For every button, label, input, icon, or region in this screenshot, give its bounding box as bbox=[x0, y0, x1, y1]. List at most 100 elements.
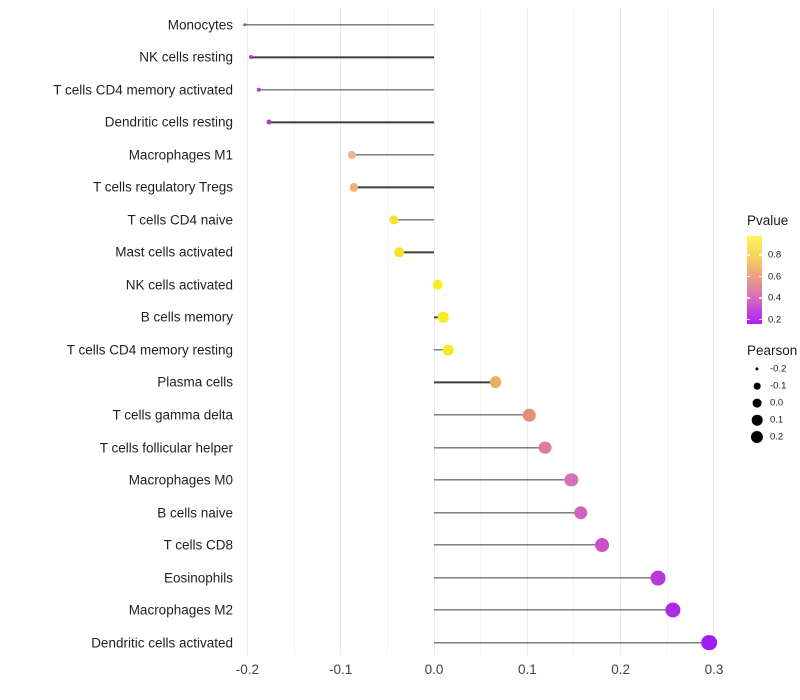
lollipop-dot bbox=[438, 312, 449, 323]
lollipop-dot bbox=[442, 344, 454, 356]
legend-pearson-title: Pearson bbox=[747, 343, 798, 358]
category-label: T cells CD4 naive bbox=[127, 212, 233, 228]
lollipop-stem bbox=[434, 446, 546, 449]
category-label: Eosinophils bbox=[163, 570, 233, 586]
category-label: T cells regulatory Tregs bbox=[92, 179, 233, 195]
lollipop-dot bbox=[389, 215, 399, 225]
pvalue-tick-label: 0.6 bbox=[768, 271, 782, 282]
lollipop-stem bbox=[434, 414, 530, 416]
lollipop-stem bbox=[268, 121, 434, 123]
lollipop-dot bbox=[432, 279, 443, 291]
gridline-minor bbox=[480, 8, 482, 655]
gridline-major bbox=[713, 8, 715, 655]
x-tick-label: 0.3 bbox=[704, 662, 724, 677]
gridline-minor bbox=[666, 8, 668, 655]
category-label: B cells memory bbox=[140, 309, 233, 325]
lollipop-stem bbox=[434, 544, 602, 546]
lollipop-stem bbox=[353, 186, 434, 188]
lollipop-stem bbox=[434, 479, 572, 481]
lollipop-dot bbox=[595, 538, 609, 553]
lollipop-stem bbox=[434, 349, 448, 351]
lollipop-dot bbox=[573, 505, 588, 520]
lollipop-dot bbox=[701, 634, 718, 651]
pearson-legend-label: -0.2 bbox=[770, 363, 787, 375]
x-tick-label: 0.0 bbox=[424, 662, 444, 677]
lollipop-stem bbox=[434, 511, 581, 514]
category-label: Macrophages M2 bbox=[128, 602, 233, 618]
category-label: Plasma cells bbox=[157, 374, 233, 390]
pearson-legend-dot bbox=[753, 382, 761, 390]
lollipop-stem bbox=[244, 24, 434, 26]
category-label: T cells CD4 memory activated bbox=[53, 82, 233, 98]
gridline-major bbox=[340, 8, 342, 655]
gridline-major bbox=[433, 8, 435, 655]
gridline-major bbox=[620, 8, 622, 655]
category-label: Macrophages M0 bbox=[128, 472, 233, 488]
category-label: T cells follicular helper bbox=[99, 440, 233, 456]
lollipop-stem bbox=[351, 154, 434, 156]
x-tick-label: 0.2 bbox=[611, 662, 631, 677]
lollipop-stem bbox=[251, 56, 434, 58]
gridline-major bbox=[526, 8, 528, 655]
category-label: T cells gamma delta bbox=[112, 407, 233, 423]
pvalue-tick-label: 0.4 bbox=[768, 292, 782, 304]
category-label: Dendritic cells resting bbox=[104, 114, 233, 130]
x-tick-label: -0.2 bbox=[235, 662, 259, 677]
lollipop-dot bbox=[564, 473, 578, 487]
lollipop-dot bbox=[522, 408, 536, 422]
gridline-major bbox=[246, 8, 248, 655]
x-tick-label: -0.1 bbox=[329, 662, 353, 677]
lollipop-stem bbox=[258, 89, 434, 91]
lollipop-dot bbox=[266, 119, 272, 125]
pearson-legend-label: 0.0 bbox=[770, 397, 784, 409]
lollipop-dot bbox=[650, 570, 666, 586]
lollipop-dot bbox=[665, 602, 681, 618]
lollipop-stem bbox=[393, 219, 434, 221]
pvalue-tick-mark bbox=[747, 254, 750, 256]
pvalue-gradient-bar bbox=[747, 236, 762, 324]
legend-pvalue-title: Pvalue bbox=[747, 213, 789, 228]
category-label: B cells naive bbox=[157, 505, 233, 521]
lollipop-dot bbox=[347, 150, 356, 159]
pearson-legend-label: 0.2 bbox=[770, 431, 784, 443]
category-label: T cells CD8 bbox=[163, 537, 233, 553]
pvalue-tick-mark bbox=[759, 318, 762, 321]
pearson-legend-dot bbox=[750, 430, 764, 443]
pvalue-tick-mark bbox=[747, 275, 750, 278]
lollipop-stem bbox=[399, 251, 434, 254]
lollipop-dot bbox=[242, 22, 247, 27]
category-label: Macrophages M1 bbox=[128, 147, 233, 163]
gridline-minor bbox=[293, 8, 295, 655]
pearson-legend-dot bbox=[755, 367, 759, 371]
pvalue-tick-mark bbox=[759, 254, 762, 256]
category-label: NK cells activated bbox=[125, 277, 233, 293]
lollipop-dot bbox=[256, 87, 261, 92]
lollipop-stem bbox=[434, 381, 496, 384]
lollipop-dot bbox=[394, 247, 405, 258]
gridline-minor bbox=[386, 8, 388, 655]
lollipop-dot bbox=[349, 183, 358, 192]
pvalue-tick-label: 0.8 bbox=[768, 249, 782, 261]
category-label: Mast cells activated bbox=[115, 244, 233, 260]
lollipop-stem bbox=[434, 609, 673, 611]
pvalue-tick-mark bbox=[759, 275, 762, 278]
lollipop-dot bbox=[489, 376, 502, 389]
lollipop-dot bbox=[249, 55, 254, 60]
pearson-legend-label: -0.1 bbox=[770, 380, 787, 392]
pvalue-tick-mark bbox=[747, 318, 750, 321]
x-tick-label: 0.1 bbox=[517, 662, 537, 677]
lollipop-stem bbox=[434, 576, 658, 579]
category-label: NK cells resting bbox=[139, 49, 233, 65]
pearson-legend-dot bbox=[751, 414, 763, 426]
pvalue-tick-mark bbox=[747, 297, 750, 299]
category-label: T cells CD4 memory resting bbox=[66, 342, 233, 358]
pearson-legend-label: 0.1 bbox=[770, 414, 784, 426]
category-label: Dendritic cells activated bbox=[91, 635, 233, 651]
pvalue-tick-label: 0.2 bbox=[768, 314, 782, 325]
pearson-legend-dot bbox=[752, 398, 762, 408]
pvalue-tick-mark bbox=[759, 297, 762, 299]
lollipop-stem bbox=[434, 642, 710, 644]
lollipop-dot bbox=[538, 441, 552, 454]
gridline-minor bbox=[573, 8, 575, 655]
